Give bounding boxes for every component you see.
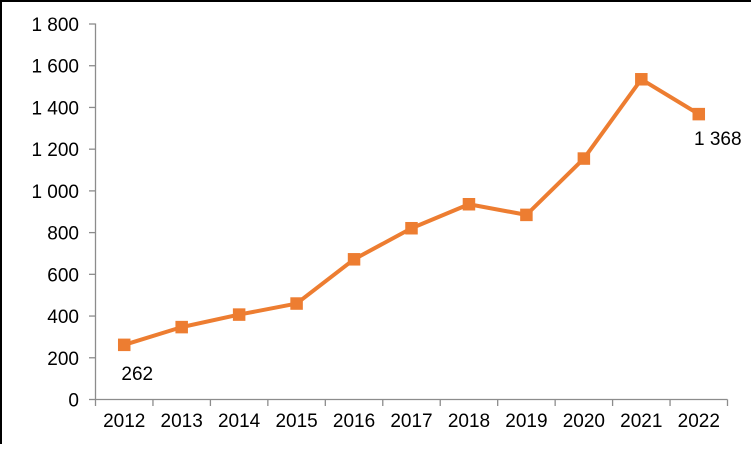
data-point-label-2012: 262: [121, 364, 153, 385]
frame-top-border: [0, 0, 751, 2]
y-tick-label: 600: [47, 265, 79, 286]
x-tick-label: 2013: [161, 411, 203, 432]
x-tick-label: 2017: [390, 411, 432, 432]
y-tick-label: 1 000: [31, 182, 79, 203]
data-point-marker-2019: [520, 208, 533, 222]
data-point-marker-2020: [577, 152, 591, 165]
y-tick-label: 1 200: [31, 140, 79, 161]
series-line: [122, 77, 701, 347]
y-tick-label: 800: [47, 224, 79, 245]
x-tick-label: 2015: [275, 411, 317, 432]
data-point-marker-2012: [117, 338, 131, 352]
data-point-marker-2015: [290, 297, 303, 310]
data-point-marker-2018: [462, 197, 476, 211]
y-tick-label: 200: [47, 349, 79, 370]
y-tick-label: 0: [68, 391, 79, 412]
data-point-marker-2021: [635, 73, 648, 86]
data-point-marker-2016: [347, 253, 361, 266]
x-tick-label: 2021: [620, 411, 662, 432]
data-point-marker-2017: [405, 221, 418, 235]
y-tick-label: 1 400: [31, 98, 79, 119]
x-tick-label: 2019: [505, 411, 547, 432]
data-point-marker-2013: [175, 320, 188, 334]
y-tick-label: 1 600: [31, 57, 79, 78]
y-tick-label: 400: [47, 307, 79, 328]
x-tick-label: 2022: [678, 411, 720, 432]
y-tick-label: 1 800: [31, 15, 79, 36]
x-tick-label: 2012: [103, 411, 145, 432]
x-tick-label: 2020: [563, 411, 605, 432]
x-tick-label: 2018: [448, 411, 490, 432]
frame-left-border: [0, 0, 2, 444]
x-tick-label: 2014: [218, 411, 261, 432]
data-point-marker-2014: [232, 308, 246, 321]
data-point-label-2022: 1 368: [694, 129, 742, 150]
x-tick-label: 2016: [333, 411, 375, 432]
data-point-marker-2022: [692, 107, 706, 121]
